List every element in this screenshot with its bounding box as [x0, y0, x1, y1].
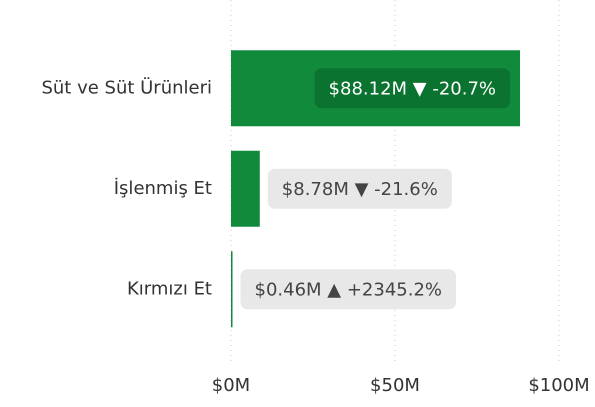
- data-label-box: [314, 68, 511, 109]
- data-label: $0.46M ▲ +2345.2%: [255, 279, 443, 300]
- y-tick-label: İşlenmiş Et: [114, 178, 212, 199]
- bar: [231, 251, 233, 328]
- x-tick-label: $0M: [212, 375, 250, 396]
- data-label: $8.78M ▼ -21.6%: [282, 179, 438, 200]
- data-label-box: [240, 269, 457, 310]
- data-label: $88.12M ▼ -20.7%: [329, 78, 496, 99]
- y-tick-label: Kırmızı Et: [127, 278, 212, 299]
- x-tick-label: $100M: [528, 375, 589, 396]
- y-tick-label: Süt ve Süt Ürünleri: [41, 76, 212, 98]
- x-tick-label: $50M: [370, 375, 420, 396]
- bar: [231, 150, 260, 227]
- data-label-box: [267, 168, 452, 209]
